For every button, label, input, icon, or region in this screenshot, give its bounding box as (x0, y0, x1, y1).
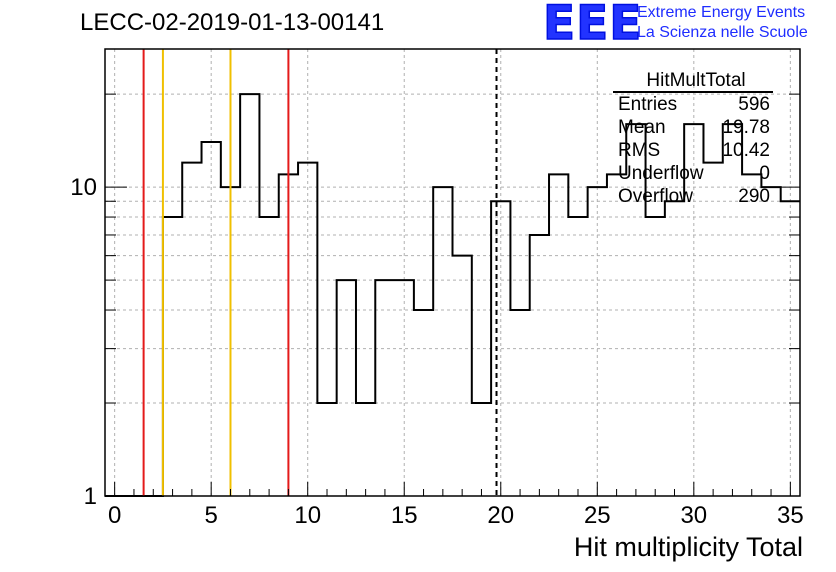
histogram-bars (105, 93, 800, 497)
histogram-bin (530, 235, 549, 496)
stats-value: 290 (738, 186, 770, 207)
histogram-bin (182, 163, 201, 496)
tick-marks (105, 93, 800, 497)
histogram-bin (646, 217, 665, 496)
stats-value: 596 (738, 94, 770, 115)
x-tick-label: 10 (294, 502, 321, 529)
stats-row-rms: RMS 10.42 (613, 139, 773, 162)
histogram-bin (433, 187, 452, 496)
x-tick-label: 30 (680, 502, 707, 529)
histogram-bin (259, 217, 278, 496)
histogram-bin (356, 403, 375, 496)
stats-box: HitMultTotal Entries 596 Mean 19.78 RMS … (613, 71, 773, 208)
histogram-bin (588, 187, 607, 496)
histogram-bin (549, 174, 568, 496)
stats-row-overflow: Overflow 290 (613, 185, 773, 208)
histogram-bin (240, 94, 259, 496)
x-tick-label: 5 (205, 502, 218, 529)
eee-logo: EEE (542, 0, 643, 52)
histogram-bin (337, 280, 356, 496)
axes (104, 48, 801, 497)
stats-value: 10.42 (722, 140, 770, 161)
stats-title: HitMultTotal (613, 71, 773, 93)
stats-value: 19.78 (722, 117, 770, 138)
plot-frame (104, 48, 801, 497)
logo-line-2: La Scienza nelle Scuole (637, 24, 808, 41)
stats-value: 0 (759, 163, 770, 184)
grid-lines (105, 49, 800, 496)
stats-row-mean: Mean 19.78 (613, 116, 773, 139)
histogram-bin (568, 217, 587, 496)
x-tick-label: 20 (487, 502, 514, 529)
stats-key: RMS (618, 140, 661, 161)
stats-key: Underflow (618, 163, 704, 184)
histogram-outline (105, 93, 800, 497)
histogram-bin (163, 217, 182, 496)
stats-row-underflow: Underflow 0 (613, 162, 773, 185)
x-axis-label: Hit multiplicity Total (573, 532, 803, 562)
histogram-bin (472, 403, 491, 496)
y-tick-label: 10 (70, 174, 97, 201)
histogram-bin (607, 174, 626, 496)
stats-key: Entries (618, 94, 678, 115)
x-tick-label: 25 (584, 502, 611, 529)
tick-labels: 0 5 10 15 20 25 30 35 1 10 (70, 174, 803, 529)
stats-key: Overflow (618, 186, 693, 207)
stats-key: Mean (618, 117, 666, 138)
y-tick-label: 1 (84, 483, 97, 510)
histogram-bin (742, 174, 761, 496)
histogram-bin (375, 280, 394, 496)
histogram-bin (317, 403, 336, 496)
histogram-bin (703, 163, 722, 496)
logo-line-1: Extreme Energy Events (637, 4, 806, 21)
histogram-bin (761, 187, 780, 496)
chart-title: LECC-02-2019-01-13-00141 (80, 9, 385, 36)
x-tick-label: 35 (777, 502, 804, 529)
stats-row-entries: Entries 596 (613, 93, 773, 116)
marker-lines (142, 49, 498, 496)
histogram-bin (453, 256, 472, 496)
x-tick-label: 15 (391, 502, 418, 529)
x-tick-label: 0 (108, 502, 121, 529)
